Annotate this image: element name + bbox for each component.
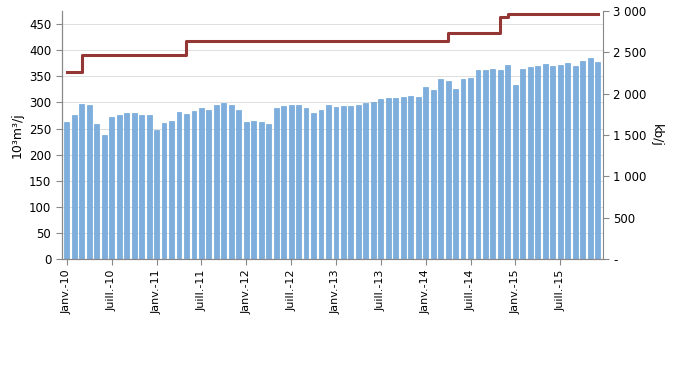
Bar [116, 115, 122, 259]
Bar [311, 113, 316, 259]
Bar [595, 62, 600, 259]
Bar [558, 65, 562, 259]
Bar [296, 105, 301, 259]
Bar [251, 121, 256, 259]
Bar [334, 107, 338, 259]
Bar [386, 98, 390, 259]
Bar [199, 108, 204, 259]
Bar [468, 78, 473, 259]
Bar [446, 81, 451, 259]
Bar [580, 61, 585, 259]
Bar [259, 122, 264, 259]
Bar [431, 90, 436, 259]
Bar [528, 67, 533, 259]
Bar [408, 96, 413, 259]
Bar [416, 97, 421, 259]
Bar [349, 105, 353, 259]
Bar [95, 124, 99, 259]
Bar [460, 80, 465, 259]
Bar [177, 112, 182, 259]
Bar [513, 85, 518, 259]
Bar [244, 122, 249, 259]
Bar [221, 104, 226, 259]
Bar [154, 130, 159, 259]
Bar [147, 115, 151, 259]
Bar [214, 104, 219, 259]
Bar [124, 113, 129, 259]
Bar [378, 99, 383, 259]
Bar [498, 70, 503, 259]
Bar [341, 106, 346, 259]
Bar [483, 70, 488, 259]
Bar [356, 105, 361, 259]
Bar [162, 123, 166, 259]
Bar [102, 135, 107, 259]
Bar [139, 115, 144, 259]
Bar [401, 97, 406, 259]
Bar [266, 124, 271, 259]
Y-axis label: 10³m³/j: 10³m³/j [10, 112, 23, 158]
Bar [110, 117, 114, 259]
Bar [565, 63, 570, 259]
Bar [393, 98, 398, 259]
Bar [543, 64, 548, 259]
Bar [87, 105, 92, 259]
Bar [326, 105, 331, 259]
Bar [274, 108, 279, 259]
Bar [206, 110, 212, 259]
Bar [72, 115, 77, 259]
Bar [282, 106, 286, 259]
Bar [319, 110, 323, 259]
Bar [236, 110, 241, 259]
Bar [490, 69, 495, 259]
Bar [169, 121, 174, 259]
Bar [550, 66, 555, 259]
Bar [364, 104, 369, 259]
Bar [229, 105, 234, 259]
Bar [521, 68, 525, 259]
Bar [438, 80, 443, 259]
Bar [506, 65, 510, 259]
Bar [423, 87, 428, 259]
Bar [371, 102, 376, 259]
Bar [79, 104, 84, 259]
Bar [475, 70, 480, 259]
Bar [64, 122, 69, 259]
Bar [536, 67, 540, 259]
Bar [588, 58, 593, 259]
Bar [192, 111, 197, 259]
Bar [132, 113, 136, 259]
Y-axis label: kb/j: kb/j [650, 124, 663, 147]
Bar [573, 66, 577, 259]
Bar [303, 108, 308, 259]
Bar [288, 105, 294, 259]
Bar [184, 114, 189, 259]
Bar [453, 90, 458, 259]
